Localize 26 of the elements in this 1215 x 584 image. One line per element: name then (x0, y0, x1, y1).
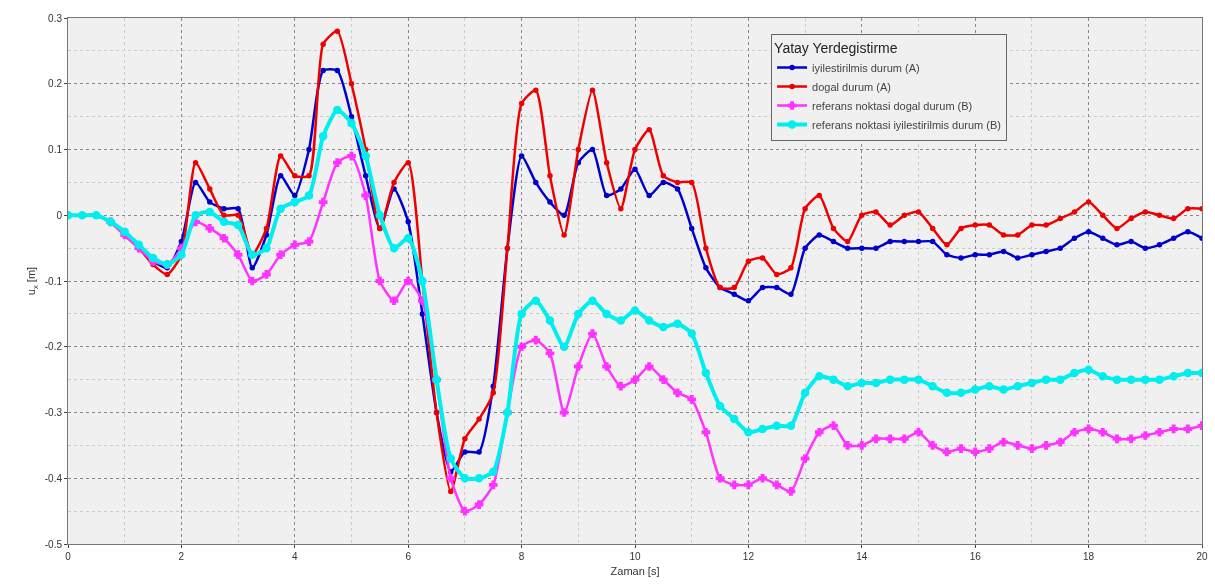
legend-label: referans noktasi iyilestirilmis durum (B) (812, 118, 1001, 131)
x-tick-label: 10 (629, 551, 641, 562)
legend-label: dogal durum (A) (812, 80, 891, 93)
y-tick-label: -0.5 (44, 538, 63, 550)
y-tick-label: 0.3 (48, 12, 63, 24)
x-axis-title: Zaman [s] (610, 565, 660, 578)
y-tick-label: -0.2 (44, 341, 63, 353)
x-tick-label: 8 (518, 551, 525, 562)
legend-label: referans noktasi dogal durum (B) (812, 99, 973, 112)
y-tick-label: 0 (56, 209, 63, 221)
y-tick-label: -0.1 (44, 275, 63, 287)
y-tick-label: 0.1 (48, 144, 63, 155)
y-tick-label: -0.4 (44, 472, 63, 484)
x-tick-label: 20 (1196, 551, 1208, 562)
y-tick-label: 0.2 (48, 78, 63, 90)
x-tick-label: 12 (742, 551, 755, 562)
x-tick-label: 2 (178, 551, 185, 562)
x-tick-label: 14 (856, 551, 868, 562)
x-tick-label: 0 (65, 551, 72, 562)
x-tick-label: 18 (1083, 551, 1095, 562)
x-tick-label: 16 (969, 551, 982, 562)
x-tick-label: 6 (405, 551, 412, 562)
x-tick-label: 4 (292, 551, 299, 562)
y-tick-label: -0.3 (44, 407, 63, 418)
legend-title: Yatay Yerdegistirme (774, 39, 898, 56)
legend-label: iyilestirilmis durum (A) (812, 61, 920, 74)
